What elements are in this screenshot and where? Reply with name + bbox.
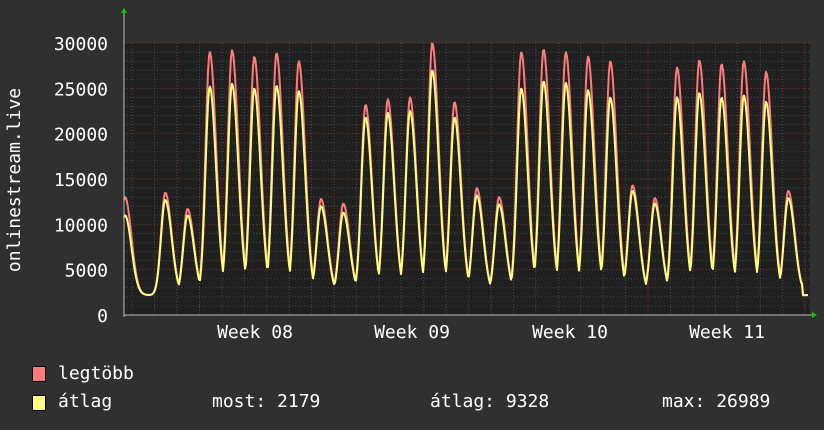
y-tick-label: 5000	[65, 261, 108, 282]
stat-most: most: 2179	[212, 391, 320, 413]
y-axis-arrow-icon	[121, 8, 127, 13]
x-tick-label: Week 11	[689, 322, 765, 343]
x-axis-arrow-icon	[812, 312, 817, 318]
x-tick-label: Week 09	[374, 322, 450, 343]
series-line-atlag	[123, 69, 808, 297]
stat-atlag: átlag: 9328	[430, 391, 549, 413]
series-lines	[123, 42, 808, 297]
stat-max-value: 26989	[716, 391, 771, 412]
y-tick-label: 10000	[54, 215, 108, 236]
y-tick-label: 30000	[54, 34, 108, 55]
stat-atlag-label: átlag:	[430, 391, 496, 412]
stat-max: max: 26989	[662, 391, 770, 413]
y-tick-label: 15000	[54, 170, 108, 191]
legend-swatch-atlag	[32, 395, 46, 411]
stat-atlag-value: 9328	[505, 391, 550, 412]
y-tick-label: 25000	[54, 79, 108, 100]
stat-most-value: 2179	[277, 391, 321, 412]
legend-label-atlag: átlag	[58, 391, 113, 412]
y-tick-labels: 0 5000 10000 15000 20000 25000 30000	[54, 34, 108, 327]
x-tick-label: Week 08	[217, 322, 293, 343]
y-axis-label: onlinestream.live	[4, 88, 25, 272]
y-tick-label: 0	[97, 306, 108, 327]
y-tick-label: 20000	[54, 125, 108, 146]
x-tick-label: Week 10	[532, 322, 608, 343]
stat-most-label: most:	[212, 391, 267, 412]
legend-label-legtobb: legtöbb	[58, 363, 134, 384]
legend-swatch-legtobb	[32, 366, 46, 382]
x-tick-labels: Week 08 Week 09 Week 10 Week 11	[217, 322, 765, 343]
stat-max-label: max:	[662, 391, 706, 412]
